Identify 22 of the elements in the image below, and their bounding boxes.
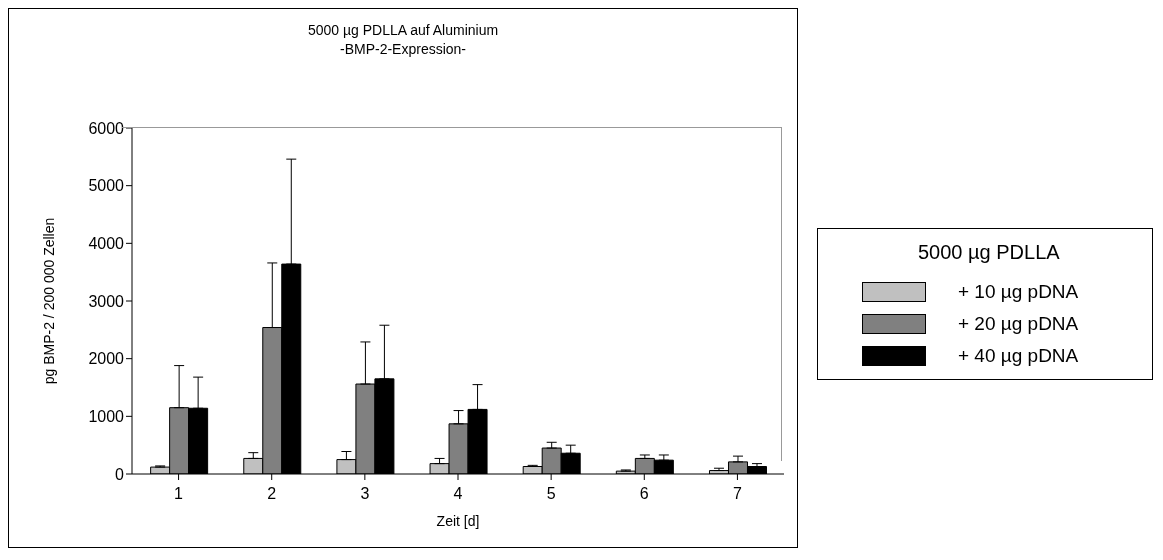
- chart-title: 5000 µg PDLLA auf Aluminium: [306, 21, 500, 40]
- y-tick-label: 0: [115, 465, 125, 483]
- y-axis-title: pg BMP-2 / 200 000 Zellen: [40, 217, 57, 385]
- y-tick-label: 1000: [88, 408, 125, 426]
- x-tick-label: 6: [639, 485, 649, 503]
- y-tick-label: 2000: [88, 350, 125, 368]
- x-tick-label: 7: [732, 485, 742, 503]
- legend-title: 5000 µg PDLLA: [918, 241, 1061, 264]
- x-tick-label: 1: [174, 485, 184, 503]
- y-tick-label: 6000: [88, 119, 125, 137]
- y-tick-label: 4000: [88, 235, 125, 253]
- legend-label: + 40 µg pDNA: [958, 345, 1079, 367]
- legend-label: + 10 µg pDNA: [958, 281, 1079, 303]
- x-tick-label: 5: [546, 485, 556, 503]
- x-tick-label: 4: [453, 485, 463, 503]
- legend-label: + 20 µg pDNA: [958, 313, 1079, 335]
- x-tick-label: 3: [360, 485, 370, 503]
- y-tick-label: 3000: [88, 292, 125, 310]
- x-tick-label: 2: [267, 485, 277, 503]
- chart-subtitle: -BMP-2-Expression-: [339, 40, 467, 59]
- x-axis-title: Zeit [d]: [436, 513, 480, 529]
- y-tick-label: 5000: [88, 177, 125, 195]
